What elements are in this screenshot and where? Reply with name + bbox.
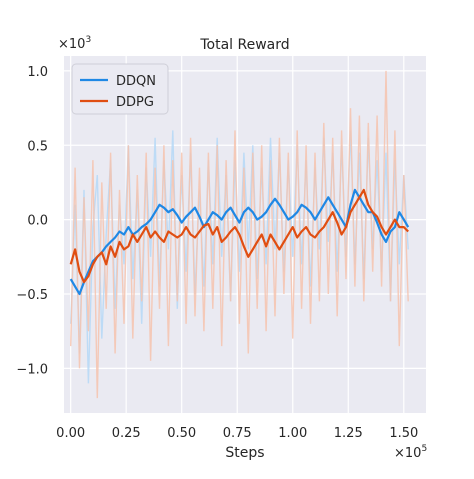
y-tick-label: −1.0	[16, 362, 48, 377]
chart-title: Total Reward	[199, 37, 289, 53]
x-tick-label: 1.25	[334, 426, 363, 441]
y-multiplier-base: ×10	[58, 37, 85, 52]
y-tick-label: −0.5	[16, 288, 48, 303]
x-axis-label: Steps	[225, 445, 264, 461]
x-tick-label: 0.25	[112, 426, 141, 441]
x-multiplier-base: ×10	[394, 446, 421, 461]
y-tick-label: 1.0	[27, 65, 48, 80]
x-tick-label: 0.00	[56, 426, 85, 441]
raw-series-layer	[70, 70, 409, 399]
x-tick-label: 1.50	[389, 426, 418, 441]
x-tick-label: 0.75	[223, 426, 252, 441]
smoothed-series-layer	[69, 188, 410, 296]
x-tick-label: 0.50	[167, 426, 196, 441]
x-tick-label: 1.00	[278, 426, 307, 441]
y-axis-multiplier: ×103	[58, 35, 91, 52]
x-axis-multiplier: ×105	[394, 444, 427, 461]
legend-label-ddpg: DDPG	[116, 95, 154, 110]
y-multiplier-exponent: 3	[85, 35, 91, 45]
legend: DDQN DDPG	[71, 63, 169, 115]
series-line-ddpg	[69, 188, 409, 284]
y-tick-label: 0.5	[27, 139, 48, 154]
x-multiplier-exponent: 5	[421, 444, 427, 454]
y-tick-label: 0.0	[27, 214, 48, 229]
series-line-ddqn	[69, 188, 410, 296]
tick-labels: 0.00 0.25 0.50 0.75 1.00 1.25 1.50 −1.0 −0.5 0.0 0…	[16, 65, 418, 441]
legend-label-ddqn: DDQN	[116, 74, 156, 89]
raw-series-ddpg	[70, 70, 409, 399]
